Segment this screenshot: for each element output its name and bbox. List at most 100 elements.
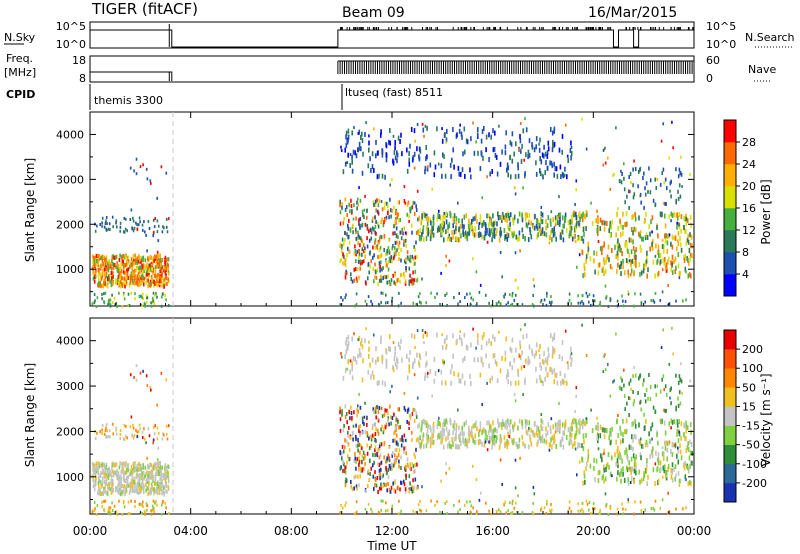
power-cell: [634, 249, 636, 255]
velocity-cell: [149, 386, 152, 390]
velocity-cell: [390, 462, 393, 467]
velocity-cell: [513, 421, 516, 427]
power-cell: [374, 238, 377, 243]
velocity-cell: [374, 410, 377, 414]
power-cell: [104, 278, 106, 283]
power-cell: [354, 304, 356, 308]
velocity-cell: [423, 444, 425, 449]
velocity-cell: [573, 419, 575, 425]
velocity-cell: [675, 473, 677, 479]
velocity-cell: [443, 428, 445, 434]
velocity-cell: [433, 356, 436, 362]
power-cell: [551, 237, 553, 243]
velocity-cell: [580, 420, 583, 426]
power-cell: [358, 249, 360, 253]
velocity-cell: [453, 436, 456, 442]
power-cell: [656, 258, 659, 264]
power-cell: [119, 221, 122, 225]
velocity-cell: [609, 440, 612, 446]
power-cell: [115, 265, 117, 270]
power-cell: [355, 259, 357, 264]
power-cell: [389, 197, 391, 202]
velocity-cell: [488, 440, 490, 444]
velocity-cell: [530, 427, 532, 433]
power-cell: [341, 205, 343, 210]
velocity-cell: [677, 459, 680, 465]
power-cell: [380, 200, 383, 203]
power-cell: [622, 304, 625, 308]
power-cell: [364, 246, 366, 251]
power-cell: [620, 247, 622, 253]
velocity-cell: [124, 478, 127, 483]
velocity-cell: [560, 380, 562, 386]
velocity-cell: [657, 457, 659, 463]
velocity-cell: [164, 463, 167, 468]
power-cell: [620, 260, 623, 266]
velocity-cell: [95, 513, 98, 517]
power-cell: [99, 223, 101, 226]
power-cell: [354, 267, 357, 271]
power-cell: [385, 157, 388, 163]
power-cell: [133, 254, 135, 259]
velocity-cell: [524, 377, 526, 383]
power-cell: [507, 165, 510, 171]
velocity-cell: [501, 483, 503, 486]
velocity-cell: [478, 432, 480, 438]
power-cell: [458, 237, 461, 243]
power-cell: [121, 256, 123, 261]
power-cell: [376, 245, 379, 250]
power-cell: [370, 230, 373, 235]
power-cell: [158, 264, 161, 269]
power-cell: [371, 164, 374, 170]
power-cell: [668, 233, 671, 237]
velocity-cell: [411, 462, 414, 467]
velocity-cell: [400, 443, 403, 448]
velocity-cell: [469, 510, 472, 514]
velocity-cell: [353, 486, 355, 491]
power-cell: [543, 298, 546, 302]
velocity-cell: [350, 411, 353, 415]
power-colorbar-tick-label: 8: [742, 246, 749, 259]
velocity-cell: [344, 415, 347, 419]
velocity-cell: [372, 407, 375, 412]
velocity-cell: [160, 512, 163, 516]
velocity-cell: [495, 438, 497, 444]
velocity-cell: [99, 473, 101, 477]
power-cell: [629, 190, 631, 194]
power-cell: [630, 249, 633, 255]
velocity-cell: [94, 437, 97, 440]
power-cell: [624, 300, 627, 303]
velocity-cell: [144, 512, 146, 516]
power-cell: [346, 213, 348, 218]
velocity-cell: [404, 489, 407, 494]
power-cell: [683, 255, 685, 260]
power-cell: [132, 216, 134, 220]
velocity-cell: [464, 437, 467, 443]
velocity-cell: [623, 477, 626, 483]
velocity-cell: [570, 362, 572, 367]
power-cell: [125, 217, 127, 221]
power-cell: [404, 231, 407, 235]
velocity-cell: [505, 336, 507, 342]
velocity-cell: [519, 344, 522, 350]
power-cell: [439, 223, 442, 229]
power-cell: [341, 237, 344, 242]
velocity-cell: [493, 353, 496, 359]
velocity-cell: [93, 501, 96, 504]
velocity-cell: [504, 356, 507, 362]
velocity-cell: [678, 430, 680, 434]
velocity-cell: [582, 419, 584, 425]
power-cell: [411, 254, 414, 259]
velocity-cell: [499, 458, 502, 462]
power-cell: [352, 230, 354, 235]
velocity-cell: [676, 419, 678, 425]
power-cell: [519, 134, 521, 139]
velocity-cell: [597, 478, 600, 484]
power-cell: [452, 216, 455, 222]
power-cell: [652, 198, 655, 203]
velocity-cell: [401, 357, 403, 363]
velocity-cell: [464, 504, 466, 507]
velocity-cell: [591, 428, 594, 434]
velocity-cell: [457, 408, 459, 412]
power-cell: [416, 255, 418, 260]
